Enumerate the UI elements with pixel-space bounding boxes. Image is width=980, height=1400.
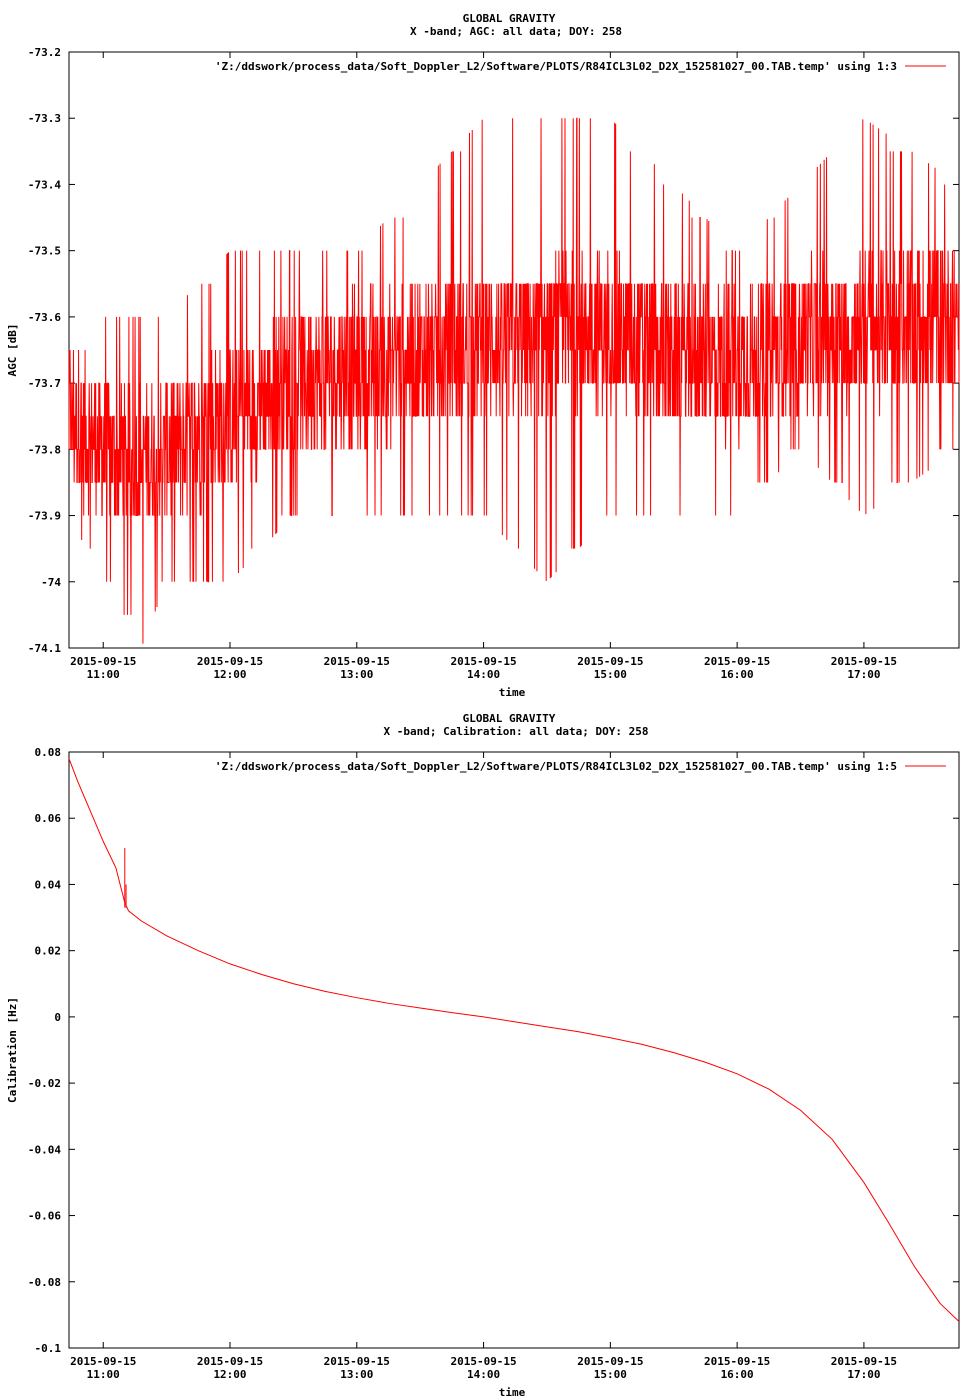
y-tick-label: -73.3: [28, 112, 61, 125]
x-tick-label-date: 2015-09-15: [324, 655, 390, 668]
legend-label: 'Z:/ddswork/process_data/Soft_Doppler_L2…: [215, 760, 897, 773]
x-tick-label-date: 2015-09-15: [70, 655, 136, 668]
chart-subtitle: X -band; Calibration: all data; DOY: 258: [384, 725, 649, 738]
y-tick-label: -73.6: [28, 311, 61, 324]
y-tick-label: -0.02: [28, 1077, 61, 1090]
y-tick-label: 0.02: [35, 945, 62, 958]
y-axis-label: Calibration [Hz]: [6, 997, 19, 1103]
y-tick-label: 0: [54, 1011, 61, 1024]
plot-frame: [68, 751, 960, 1349]
y-tick-label: -73.9: [28, 510, 61, 523]
x-tick-label-date: 2015-09-15: [450, 655, 516, 668]
y-tick-label: -73.4: [28, 178, 61, 191]
y-tick-label: 0.04: [35, 878, 62, 891]
axis-ticks: -73.2 -73.3 -73.4 -73.5 -73.6 -73.7 -73.8 -73.9…: [28, 46, 959, 681]
x-tick-label-date: 2015-09-15: [197, 655, 263, 668]
x-tick-label-time: 11:00: [87, 668, 120, 681]
x-tick-label-time: 16:00: [721, 1368, 754, 1381]
x-tick-label-date: 2015-09-15: [324, 1355, 390, 1368]
x-tick-label-time: 14:00: [467, 1368, 500, 1381]
x-tick-label-time: 13:00: [340, 668, 373, 681]
x-tick-label-time: 17:00: [847, 668, 880, 681]
x-tick-label-date: 2015-09-15: [704, 1355, 770, 1368]
y-tick-label: -0.1: [35, 1342, 62, 1355]
y-tick-label: -74: [41, 576, 61, 589]
y-tick-label: -73.8: [28, 443, 61, 456]
x-tick-label-date: 2015-09-15: [704, 655, 770, 668]
y-tick-label: -0.08: [28, 1276, 61, 1289]
x-tick-label-date: 2015-09-15: [70, 1355, 136, 1368]
x-tick-label-time: 12:00: [213, 668, 246, 681]
x-tick-label-time: 15:00: [594, 1368, 627, 1381]
x-tick-label-date: 2015-09-15: [831, 655, 897, 668]
x-tick-label-time: 11:00: [87, 1368, 120, 1381]
agc-line: [68, 117, 960, 644]
x-tick-label-time: 15:00: [594, 668, 627, 681]
chart-title: GLOBAL GRAVITY: [463, 712, 556, 725]
y-tick-label: -74.1: [28, 642, 61, 655]
x-tick-label-date: 2015-09-15: [831, 1355, 897, 1368]
x-tick-label-date: 2015-09-15: [197, 1355, 263, 1368]
agc-chart: GLOBAL GRAVITY X -band; AGC: all data; D…: [6, 12, 960, 699]
y-tick-label: -0.04: [28, 1143, 61, 1156]
y-tick-label: 0.06: [35, 812, 62, 825]
x-tick-label-date: 2015-09-15: [577, 655, 643, 668]
y-tick-label: 0.08: [35, 746, 62, 759]
x-tick-label-time: 14:00: [467, 668, 500, 681]
y-tick-label: -73.2: [28, 46, 61, 59]
calibration-line: [68, 758, 960, 1322]
x-axis-label: time: [499, 1386, 526, 1399]
legend-label: 'Z:/ddswork/process_data/Soft_Doppler_L2…: [215, 60, 897, 73]
x-tick-label-date: 2015-09-15: [577, 1355, 643, 1368]
x-tick-label-time: 17:00: [847, 1368, 880, 1381]
y-tick-label: -73.7: [28, 377, 61, 390]
y-tick-label: -73.5: [28, 245, 61, 258]
calibration-series: [68, 758, 960, 1322]
x-tick-label-date: 2015-09-15: [450, 1355, 516, 1368]
chart-title: GLOBAL GRAVITY: [463, 12, 556, 25]
x-tick-label-time: 16:00: [721, 668, 754, 681]
y-axis-label: AGC [dB]: [6, 324, 19, 377]
y-tick-label: -0.06: [28, 1210, 61, 1223]
calibration-chart: GLOBAL GRAVITY X -band; Calibration: all…: [6, 712, 960, 1399]
x-tick-label-time: 12:00: [213, 1368, 246, 1381]
agc-series: [68, 117, 960, 644]
axis-ticks: 0.08 0.06 0.04 0.02 0 -0.02 -0.04 -0.06 -0.08 -0.…: [28, 746, 959, 1381]
x-tick-label-time: 13:00: [340, 1368, 373, 1381]
x-axis-label: time: [499, 686, 526, 699]
chart-subtitle: X -band; AGC: all data; DOY: 258: [410, 25, 622, 38]
